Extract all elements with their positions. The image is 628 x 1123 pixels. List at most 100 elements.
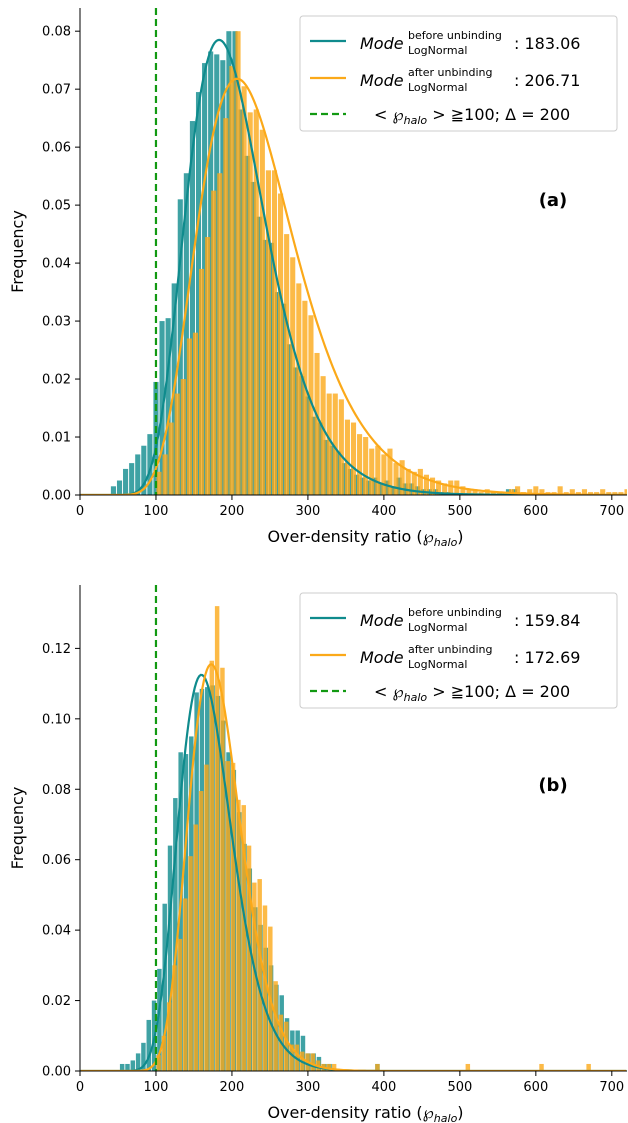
plot-area xyxy=(80,585,627,1071)
bar-after xyxy=(186,338,192,495)
bar-before xyxy=(305,396,311,495)
y-tick-label: 0.02 xyxy=(42,373,71,388)
bar-after xyxy=(472,489,478,495)
y-tick-label: 0.00 xyxy=(42,1065,71,1080)
bar-after xyxy=(618,492,624,495)
legend-sub-before: LogNormal xyxy=(408,621,467,634)
bar-before xyxy=(256,216,262,495)
bar-after xyxy=(223,118,229,495)
y-tick-label: 0.10 xyxy=(42,712,71,727)
legend-entry-threshold: < ℘halo > ≧100; Δ = 200 xyxy=(374,105,570,127)
x-tick-label: 400 xyxy=(371,1080,396,1095)
bar-before xyxy=(347,468,354,495)
bar-before xyxy=(135,454,141,495)
bar-after xyxy=(177,938,183,1071)
legend-value-before: : 183.06 xyxy=(514,34,580,53)
bar-after xyxy=(539,489,545,495)
bar-before xyxy=(110,486,116,495)
bar-after xyxy=(265,170,271,495)
x-tick-label: 100 xyxy=(144,1080,169,1095)
plot-area xyxy=(80,8,627,495)
bar-before xyxy=(146,1019,151,1071)
bar-after xyxy=(405,468,411,495)
bar-before xyxy=(372,477,378,495)
bar-after xyxy=(246,845,252,1071)
bar-after xyxy=(417,468,423,495)
bar-after xyxy=(253,109,259,495)
bar-before xyxy=(311,416,317,495)
bar-after xyxy=(387,448,393,495)
bar-after xyxy=(257,879,262,1071)
bar-after xyxy=(369,448,375,495)
y-tick-label: 0.03 xyxy=(42,315,71,330)
legend-sub-after: LogNormal xyxy=(408,81,467,94)
bar-before xyxy=(189,121,195,495)
bar-before xyxy=(214,54,220,495)
bar-after xyxy=(193,824,199,1071)
bar-after xyxy=(220,667,225,1071)
x-axis-label: Over-density ratio (℘halo) xyxy=(267,527,463,549)
x-tick-label: 500 xyxy=(447,1080,472,1095)
bar-after xyxy=(230,762,236,1071)
bar-after xyxy=(174,393,180,495)
bar-after xyxy=(527,489,533,495)
bar-before xyxy=(384,480,390,495)
y-axis-label: Frequency xyxy=(8,787,27,870)
bar-before xyxy=(341,463,347,495)
bar-after xyxy=(612,492,618,495)
bar-after xyxy=(314,352,320,495)
y-tick-label: 0.04 xyxy=(42,257,71,272)
x-tick-label: 600 xyxy=(523,504,548,519)
bar-before xyxy=(116,480,123,495)
bar-after xyxy=(278,193,284,495)
bar-after xyxy=(262,905,268,1071)
bar-after xyxy=(466,489,472,495)
bar-before xyxy=(220,60,226,495)
legend-value-after: : 206.71 xyxy=(514,71,580,90)
bar-before xyxy=(119,1063,125,1071)
bar-after xyxy=(344,419,350,495)
bar-before xyxy=(183,173,189,495)
bar-after xyxy=(236,799,241,1071)
x-tick-label: 300 xyxy=(296,1080,321,1095)
legend-sup-after: after unbinding xyxy=(408,66,492,79)
bar-after xyxy=(229,65,235,495)
bar-after xyxy=(310,1053,316,1071)
bar-after xyxy=(241,805,246,1071)
bar-after xyxy=(209,660,215,1071)
bar-after xyxy=(581,489,588,495)
bar-after xyxy=(182,898,188,1071)
bar-before xyxy=(141,445,147,495)
legend-box xyxy=(299,592,618,709)
bar-after xyxy=(284,234,290,495)
x-tick-label: 700 xyxy=(599,1080,624,1095)
bar-after xyxy=(332,393,338,495)
bar-after xyxy=(423,474,429,495)
bar-after xyxy=(205,237,211,495)
bar-before xyxy=(125,1063,130,1071)
bar-after xyxy=(284,1021,289,1071)
bar-after xyxy=(198,791,204,1071)
y-tick-label: 0.00 xyxy=(42,489,71,504)
bar-before xyxy=(232,31,238,495)
bar-before xyxy=(250,181,256,495)
x-tick-label: 200 xyxy=(220,1080,245,1095)
bar-before xyxy=(274,292,281,495)
bar-after xyxy=(557,486,563,495)
bar-after xyxy=(247,112,253,495)
bar-after xyxy=(296,283,302,495)
bar-before xyxy=(244,155,250,495)
bar-after xyxy=(217,173,223,495)
x-tick-label: 700 xyxy=(599,504,624,519)
bar-after xyxy=(162,454,168,495)
bar-after xyxy=(539,1063,544,1071)
y-tick-label: 0.08 xyxy=(42,25,71,40)
bar-after xyxy=(331,1063,337,1071)
bar-after xyxy=(302,300,308,495)
bar-before xyxy=(167,845,173,1071)
x-tick-label: 100 xyxy=(144,504,169,519)
bar-before xyxy=(268,242,275,495)
bar-before xyxy=(162,903,167,1071)
x-tick-label: 0 xyxy=(76,504,84,519)
bar-after xyxy=(363,437,369,495)
